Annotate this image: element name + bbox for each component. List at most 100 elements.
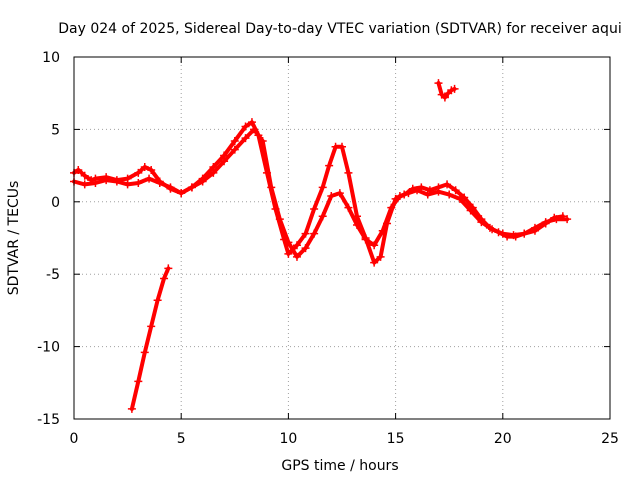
data-point <box>353 220 362 229</box>
data-point <box>443 180 452 189</box>
x-tick-label: 0 <box>70 431 79 447</box>
data-point <box>292 241 301 250</box>
data-point <box>147 322 156 331</box>
data-point <box>378 226 387 235</box>
data-point <box>102 176 111 185</box>
y-tick-label: 0 <box>51 195 60 211</box>
data-point <box>241 122 250 131</box>
data-point <box>327 192 336 201</box>
data-point <box>247 118 256 127</box>
data-point <box>413 186 422 195</box>
data-point <box>80 171 89 180</box>
data-point <box>258 136 267 145</box>
data-point <box>370 258 379 267</box>
data-point <box>450 84 459 93</box>
data-point <box>301 229 310 238</box>
data-point <box>250 125 259 134</box>
data-point <box>423 190 432 199</box>
data-point <box>155 178 164 187</box>
x-tick-label: 5 <box>177 431 186 447</box>
data-point <box>301 244 310 253</box>
data-point <box>488 225 497 234</box>
y-axis-label: SDTVAR / TECUs <box>6 181 22 296</box>
data-point <box>387 203 396 212</box>
data-point <box>267 183 276 192</box>
data-point <box>520 229 529 238</box>
data-point <box>498 229 507 238</box>
data-point <box>563 215 572 224</box>
data-point <box>160 274 169 283</box>
data-point <box>530 223 539 232</box>
data-point <box>370 241 379 250</box>
data-point <box>209 168 218 177</box>
data-point <box>310 229 319 238</box>
data-point <box>325 161 334 170</box>
data-point <box>241 134 250 143</box>
data-point <box>310 205 319 214</box>
x-tick-label: 10 <box>279 431 297 447</box>
data-point <box>344 168 353 177</box>
data-point <box>404 189 413 198</box>
data-point <box>477 218 486 227</box>
data-point <box>344 203 353 212</box>
data-point <box>445 190 454 199</box>
data-point <box>140 348 149 357</box>
data-point <box>198 177 207 186</box>
data-point <box>434 187 443 196</box>
data-point <box>466 206 475 215</box>
data-point <box>552 215 561 224</box>
y-tick-label: -15 <box>37 412 60 428</box>
data-point <box>134 178 143 187</box>
data-point <box>440 93 449 102</box>
data-point <box>147 165 156 174</box>
x-tick-label: 15 <box>387 431 405 447</box>
data-point <box>338 142 346 151</box>
data-point <box>127 404 136 413</box>
data-point <box>166 183 175 192</box>
data-point <box>275 215 284 224</box>
data-point <box>509 231 518 240</box>
y-tick-label: 5 <box>51 122 60 138</box>
data-point <box>451 186 460 195</box>
data-point <box>318 212 327 221</box>
data-point <box>220 157 229 166</box>
data-point <box>460 193 469 202</box>
data-point <box>230 136 239 145</box>
chart-title: Day 024 of 2025, Sidereal Day-to-day VTE… <box>58 21 621 37</box>
data-point <box>361 235 370 244</box>
data-point <box>80 180 89 189</box>
data-point <box>123 180 132 189</box>
data-point <box>284 238 293 247</box>
data-layer <box>70 79 572 413</box>
data-point <box>112 177 121 186</box>
data-point <box>434 79 443 88</box>
data-point <box>395 192 404 201</box>
data-point <box>376 252 385 261</box>
data-point <box>230 145 239 154</box>
data-point <box>318 183 327 192</box>
axis-layer: 0 5 10 15 20 25 -15 -10 -5 0 5 10 <box>37 50 619 447</box>
y-tick-label: -5 <box>46 267 60 283</box>
data-point <box>455 194 464 203</box>
data-point <box>134 168 143 177</box>
data-point <box>145 174 154 183</box>
data-point <box>91 178 100 187</box>
data-point <box>140 163 149 172</box>
data-point <box>335 189 344 198</box>
x-tick-label: 20 <box>494 431 512 447</box>
data-point <box>153 296 162 305</box>
data-point <box>164 264 173 273</box>
data-point <box>134 377 143 386</box>
x-axis-label: GPS time / hours <box>281 458 398 474</box>
data-point <box>177 189 186 198</box>
plot-frame <box>73 56 611 420</box>
data-point <box>74 165 83 174</box>
y-tick-label: -10 <box>37 340 60 356</box>
data-point <box>292 252 301 261</box>
data-point <box>284 249 293 258</box>
data-point <box>541 218 550 227</box>
data-point <box>187 183 196 192</box>
x-tick-label: 25 <box>601 431 619 447</box>
